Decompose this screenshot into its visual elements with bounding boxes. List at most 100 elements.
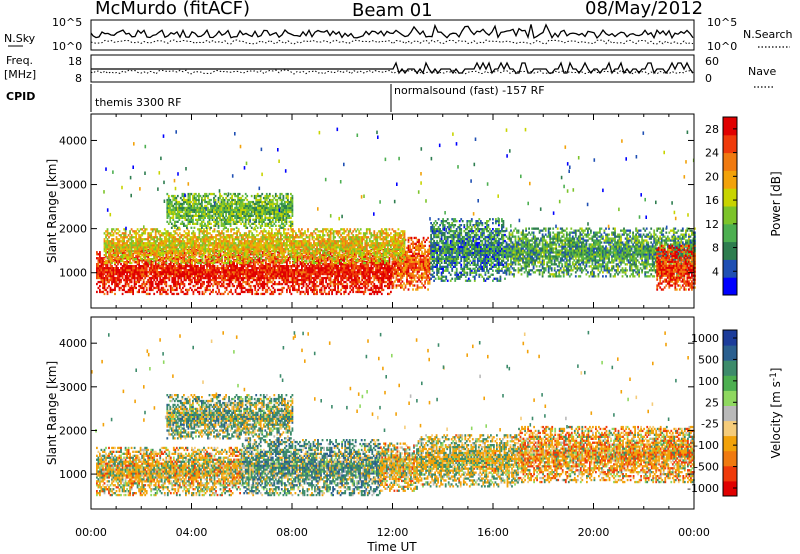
heatmap-cell — [153, 228, 156, 231]
heatmap-cell — [169, 286, 172, 290]
heatmap-cell — [275, 271, 278, 274]
heatmap-cell — [206, 256, 208, 259]
heatmap-cell — [201, 259, 204, 263]
heatmap-cell — [108, 278, 110, 282]
heatmap-cell — [109, 271, 112, 274]
heatmap-cell — [332, 272, 335, 276]
heatmap-cell — [165, 282, 168, 286]
heatmap-cell — [118, 286, 121, 290]
heatmap-cell — [112, 242, 115, 245]
heatmap-cell — [165, 242, 168, 245]
heatmap-cell — [230, 244, 232, 247]
heatmap-cell — [374, 286, 377, 290]
heatmap-cell — [401, 268, 404, 271]
heatmap-cell — [168, 232, 171, 235]
heatmap-cell — [100, 267, 103, 270]
heatmap-cell — [97, 257, 100, 260]
heatmap-cell — [270, 258, 273, 261]
heatmap-cell — [198, 278, 201, 282]
heatmap-cell — [188, 242, 190, 245]
heatmap-cell — [177, 261, 180, 264]
heatmap-cell — [415, 248, 417, 251]
heatmap-cell — [138, 278, 140, 282]
heatmap-cell — [183, 259, 186, 262]
heatmap-cell — [266, 272, 269, 276]
heatmap-cell — [328, 271, 330, 274]
heatmap-cell — [172, 282, 175, 286]
heatmap-cell — [353, 278, 356, 282]
heatmap-cell — [224, 290, 226, 294]
heatmap-cell — [138, 246, 140, 249]
heatmap-cell — [279, 292, 282, 296]
heatmap-cell — [427, 276, 429, 279]
heatmap-cell — [118, 242, 121, 245]
heatmap-cell — [227, 246, 229, 249]
heatmap-cell — [427, 252, 429, 255]
heatmap-cell — [289, 240, 291, 243]
heatmap-cell — [219, 240, 222, 243]
heatmap-cell — [267, 276, 270, 280]
heatmap-cell — [198, 254, 201, 257]
heatmap-cell — [114, 230, 116, 233]
heatmap-cell — [261, 274, 264, 278]
heatmap-cell — [248, 282, 251, 286]
heatmap-cell — [286, 232, 288, 235]
heatmap-cell — [159, 288, 162, 292]
heatmap-cell — [242, 254, 245, 257]
heatmap-cell — [252, 265, 255, 268]
heatmap-cell — [165, 271, 168, 274]
heatmap-cell — [192, 256, 195, 259]
heatmap-cell — [163, 244, 166, 247]
heatmap-cell — [325, 280, 327, 284]
heatmap-cell — [225, 286, 228, 290]
heatmap-cell — [424, 252, 426, 255]
heatmap-cell — [248, 271, 251, 274]
heatmap-cell — [162, 290, 165, 294]
heatmap-cell — [216, 292, 219, 296]
heatmap-cell — [189, 280, 192, 284]
heatmap-cell — [182, 282, 184, 286]
heatmap-cell — [374, 271, 377, 274]
heatmap-cell — [182, 274, 184, 278]
heatmap-cell — [109, 272, 112, 276]
heatmap-cell — [283, 278, 285, 282]
heatmap-cell — [219, 238, 222, 241]
heatmap-cell — [209, 236, 211, 239]
heatmap-cell — [162, 248, 165, 251]
heatmap-cell — [185, 232, 187, 235]
heatmap-cell — [273, 267, 276, 270]
heatmap-cell — [231, 271, 234, 274]
heatmap-cell — [203, 234, 205, 237]
heatmap-cell — [359, 286, 362, 290]
heatmap-cell — [215, 274, 217, 278]
heatmap-cell — [350, 288, 353, 292]
heatmap-cell — [251, 234, 254, 237]
heatmap-cell — [216, 258, 219, 261]
heatmap-cell — [222, 244, 225, 247]
heatmap-cell — [174, 252, 177, 255]
heatmap-cell — [310, 269, 312, 272]
heatmap-cell — [257, 276, 260, 280]
heatmap-cell — [415, 268, 417, 271]
heatmap-cell — [216, 269, 219, 272]
heatmap-cell — [390, 267, 392, 270]
heatmap-cell — [284, 276, 287, 280]
heatmap-cell — [234, 259, 237, 263]
heatmap-cell — [142, 242, 145, 245]
heatmap-cell — [103, 272, 106, 276]
heatmap-cell — [139, 258, 142, 261]
heatmap-cell — [424, 244, 426, 247]
heatmap-cell — [266, 238, 269, 241]
heatmap-cell — [230, 272, 232, 276]
heatmap-cell — [112, 274, 115, 278]
heatmap-cell — [144, 269, 147, 272]
heatmap-cell — [126, 246, 128, 249]
heatmap-cell — [141, 261, 144, 264]
heatmap-cell — [311, 272, 314, 276]
heatmap-cell — [216, 248, 219, 251]
heatmap-cell — [163, 248, 166, 251]
heatmap-cell — [148, 244, 151, 247]
heatmap-cell — [124, 234, 127, 237]
heatmap-cell — [162, 261, 165, 264]
heatmap-cell — [279, 236, 282, 239]
